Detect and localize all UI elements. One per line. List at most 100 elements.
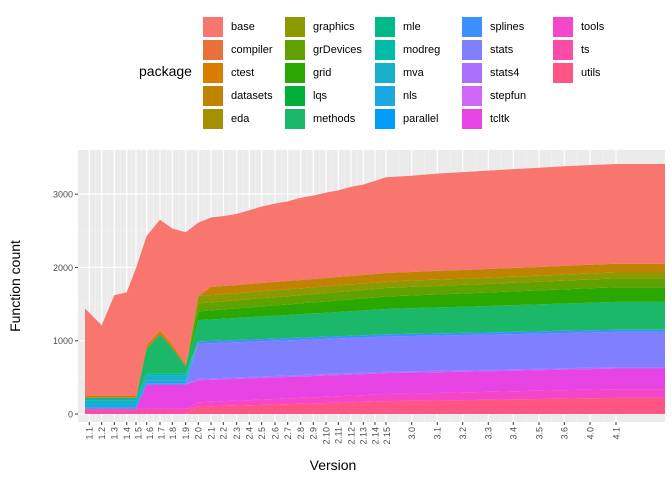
area-tools — [85, 389, 665, 409]
legend-label: lqs — [313, 89, 328, 102]
x-tick-label: 1.6 — [145, 427, 155, 440]
legend-key — [203, 16, 223, 37]
legend-label: tools — [581, 20, 605, 33]
legend-key — [285, 85, 305, 106]
legend-label: stats — [490, 43, 514, 56]
legend-key — [553, 39, 573, 60]
legend-key — [203, 85, 223, 106]
legend-key — [285, 39, 305, 60]
legend-label: nls — [403, 89, 418, 102]
x-tick-label: 2.2 — [219, 427, 229, 440]
legend-key — [375, 108, 395, 129]
legend-label: stepfun — [490, 89, 527, 102]
legend-key — [285, 108, 305, 129]
area-stats — [85, 331, 665, 409]
legend-item-ctest: ctest — [203, 61, 254, 84]
legend-label: mva — [403, 66, 424, 79]
legend-item-graphics: graphics — [285, 15, 355, 38]
x-tick-label: 3.2 — [458, 427, 468, 440]
x-tick-label: 2.1 — [206, 427, 216, 440]
legend-key — [285, 62, 305, 83]
x-tick-label: 2.8 — [296, 427, 306, 440]
legend-label: stats4 — [490, 66, 520, 79]
area-tcltk — [85, 368, 665, 409]
x-tick-label: 1.5 — [134, 427, 144, 440]
x-tick-label: 2.15 — [382, 427, 392, 445]
legend-item-parallel: parallel — [375, 107, 438, 130]
legend-label: grid — [313, 66, 332, 79]
x-tick-label: 1.4 — [122, 427, 132, 440]
x-tick-label: 2.4 — [245, 427, 255, 440]
x-tick-label: 2.3 — [232, 427, 242, 440]
x-tick-label: 2.9 — [309, 427, 319, 440]
legend-item-tcltk: tcltk — [462, 107, 510, 130]
x-tick-label: 3.6 — [560, 427, 570, 440]
legend-label: ctest — [231, 66, 255, 79]
legend-label: ts — [581, 43, 590, 56]
legend-item-base: base — [203, 15, 255, 38]
legend-key — [375, 16, 395, 37]
y-tick-label: 1000 — [53, 336, 73, 346]
legend-item-stepfun: stepfun — [462, 84, 526, 107]
legend-item-stats: stats — [462, 38, 513, 61]
legend-label: tcltk — [490, 112, 510, 125]
legend-item-lqs: lqs — [285, 84, 327, 107]
x-tick-label: 1.9 — [181, 427, 191, 440]
legend-item-eda: eda — [203, 107, 249, 130]
legend-label: base — [231, 20, 255, 33]
legend-item-grid: grid — [285, 61, 331, 84]
legend-item-tools: tools — [553, 15, 604, 38]
legend-key — [462, 39, 482, 60]
legend-key — [375, 62, 395, 83]
x-tick-label: 2.0 — [194, 427, 204, 440]
x-tick-label: 2.7 — [283, 427, 293, 440]
legend-item-ts: ts — [553, 38, 590, 61]
x-tick-label: 2.14 — [370, 427, 380, 445]
legend-item-splines: splines — [462, 15, 524, 38]
legend-item-nls: nls — [375, 84, 417, 107]
area-grid — [85, 287, 665, 398]
legend-key — [553, 16, 573, 37]
legend-item-grDevices: grDevices — [285, 38, 362, 61]
legend-item-utils: utils — [553, 61, 601, 84]
legend-item-compiler: compiler — [203, 38, 273, 61]
legend-item-datasets: datasets — [203, 84, 273, 107]
area-methods — [85, 301, 665, 398]
x-tick-label: 2.10 — [321, 427, 331, 445]
legend-label: grDevices — [313, 43, 362, 56]
legend-key — [203, 62, 223, 83]
x-tick-label: 1.8 — [168, 427, 178, 440]
x-tick-label: 3.3 — [484, 427, 494, 440]
x-tick-label: 2.6 — [270, 427, 280, 440]
legend-label: parallel — [403, 112, 439, 125]
x-tick-label: 2.12 — [346, 427, 356, 445]
x-tick-label: 2.5 — [257, 427, 267, 440]
y-tick-label: 3000 — [53, 190, 73, 200]
x-tick-label: 1.2 — [97, 427, 107, 440]
area-grDevices — [85, 278, 665, 398]
legend-item-modreg: modreg — [375, 38, 440, 61]
x-tick-label: 3.1 — [433, 427, 443, 440]
x-tick-label: 4.0 — [585, 427, 595, 440]
x-axis-title: Version — [310, 457, 357, 473]
legend-key — [375, 39, 395, 60]
x-tick-label: 1.1 — [85, 427, 95, 440]
legend-key — [462, 16, 482, 37]
legend-key — [553, 62, 573, 83]
legend-label: mle — [403, 20, 421, 33]
legend-key — [375, 85, 395, 106]
legend-item-stats4: stats4 — [462, 61, 519, 84]
legend-label: datasets — [231, 89, 273, 102]
legend-item-mle: mle — [375, 15, 421, 38]
x-tick-label: 3.0 — [407, 427, 417, 440]
x-tick-label: 1.7 — [157, 427, 167, 440]
legend-key — [203, 108, 223, 129]
x-tick-label: 2.13 — [359, 427, 369, 445]
legend-key — [462, 85, 482, 106]
legend-key — [203, 39, 223, 60]
legend-key — [462, 108, 482, 129]
legend-key — [285, 16, 305, 37]
x-tick-label: 3.5 — [534, 427, 544, 440]
legend-title: package — [139, 63, 192, 79]
